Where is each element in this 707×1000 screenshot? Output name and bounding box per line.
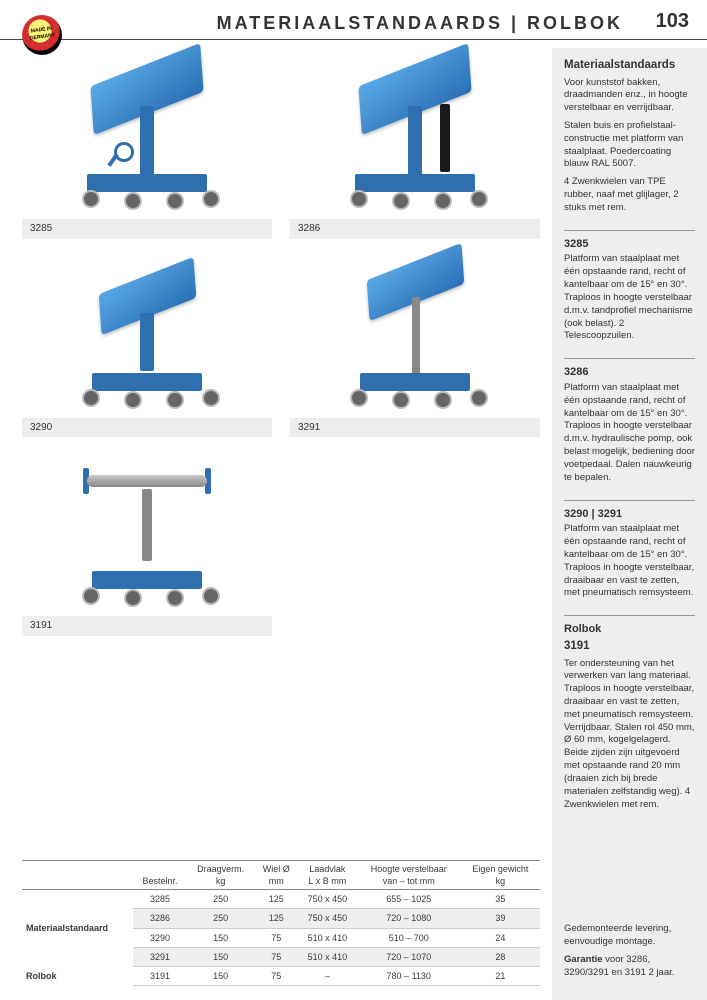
table-header-row: Bestelnr. Draagverm.kg Wiel Ømm Laadvlak… — [22, 861, 540, 890]
sb-heading: 3191 — [564, 639, 695, 655]
col-draagverm: Draagverm.kg — [187, 861, 255, 890]
cell: 750 x 450 — [298, 890, 357, 909]
product-3290: 3290 — [22, 247, 272, 438]
product-3286: 3286 — [290, 48, 540, 239]
sb-3285: 3285 Platform van staalplaat met één ops… — [564, 230, 695, 349]
col-group — [22, 861, 133, 890]
cell: 39 — [461, 909, 540, 928]
page-number: 103 — [641, 8, 689, 35]
sb-text: Platform van staalplaat met één opstaand… — [564, 523, 695, 600]
col-wiel: Wiel Ømm — [255, 861, 298, 890]
product-image-3191 — [22, 445, 272, 615]
sidebar: Materiaalstandaards Voor kunststof bakke… — [552, 48, 707, 1000]
sb-warranty: Garantie voor 3286, 3290/3291 en 3191 2 … — [564, 954, 695, 980]
page-title: MATERIAALSTANDAARDS | ROLBOK — [62, 11, 641, 35]
cell: 75 — [255, 928, 298, 947]
sb-rolbok: Rolbok 3191 Ter ondersteuning van het ve… — [564, 615, 695, 816]
spec-table-wrap: Bestelnr. Draagverm.kg Wiel Ømm Laadvlak… — [22, 852, 540, 1000]
cell: 3290 — [133, 928, 186, 947]
group-label: Materiaalstandaard — [22, 890, 133, 967]
cell: 510 – 700 — [357, 928, 461, 947]
cell: 150 — [187, 947, 255, 966]
product-image-3286 — [290, 48, 540, 218]
cell: 780 – 1130 — [357, 966, 461, 985]
sb-intro: Materiaalstandaards Voor kunststof bakke… — [564, 58, 695, 220]
group-label: Rolbok — [22, 966, 133, 985]
cell: 150 — [187, 966, 255, 985]
product-caption: 3191 — [22, 615, 272, 636]
product-caption: 3290 — [22, 417, 272, 438]
sb-text: Voor kunststof bakken, draadmanden enz.,… — [564, 77, 695, 115]
sb-heading: Rolbok — [564, 615, 695, 637]
table-row: Materiaalstandaard 3285 250 125 750 x 45… — [22, 890, 540, 909]
cell: 28 — [461, 947, 540, 966]
product-3291: 3291 — [290, 247, 540, 438]
product-image-3285 — [22, 48, 272, 218]
sb-delivery: Gedemonteerde levering, eenvoudige monta… — [564, 923, 695, 949]
cell: 75 — [255, 947, 298, 966]
product-caption: 3291 — [290, 417, 540, 438]
product-caption: 3285 — [22, 218, 272, 239]
made-in-germany-badge: MADE IN GERMANY — [22, 15, 62, 55]
sb-intro-title: Materiaalstandaards — [564, 58, 695, 74]
cell: 21 — [461, 966, 540, 985]
cell: 125 — [255, 890, 298, 909]
cell: 3291 — [133, 947, 186, 966]
cell: 3285 — [133, 890, 186, 909]
product-3285: 3285 — [22, 48, 272, 239]
col-bestelnr: Bestelnr. — [133, 861, 186, 890]
cell: 75 — [255, 966, 298, 985]
col-gewicht: Eigen gewichtkg — [461, 861, 540, 890]
sb-heading: 3286 — [564, 358, 695, 380]
spec-table: Bestelnr. Draagverm.kg Wiel Ømm Laadvlak… — [22, 860, 540, 986]
cell: 720 – 1080 — [357, 909, 461, 928]
sb-text: 4 Zwenkwielen van TPE rubber, naaf met g… — [564, 176, 695, 214]
cell: 125 — [255, 909, 298, 928]
cell: 720 – 1070 — [357, 947, 461, 966]
sb-footer: Gedemonteerde levering, eenvoudige monta… — [564, 923, 695, 986]
cell: 510 x 410 — [298, 947, 357, 966]
cell: 750 x 450 — [298, 909, 357, 928]
cell: 3191 — [133, 966, 186, 985]
sb-3286: 3286 Platform van staalplaat met één ops… — [564, 358, 695, 489]
sb-text: Platform van staalplaat met één opstaand… — [564, 253, 695, 343]
cell: 24 — [461, 928, 540, 947]
sb-heading: 3285 — [564, 230, 695, 252]
cell: 3286 — [133, 909, 186, 928]
table-row: Rolbok 3191 150 75 – 780 – 1130 21 — [22, 966, 540, 985]
product-image-3291 — [290, 247, 540, 417]
sb-3290-3291: 3290 | 3291 Platform van staalplaat met … — [564, 500, 695, 606]
cell: 250 — [187, 890, 255, 909]
sb-text: Ter ondersteuning van het verwerken van … — [564, 658, 695, 812]
cell: 35 — [461, 890, 540, 909]
col-laadvlak: LaadvlakL x B mm — [298, 861, 357, 890]
cell: 250 — [187, 909, 255, 928]
sb-heading: 3290 | 3291 — [564, 500, 695, 522]
cell: 150 — [187, 928, 255, 947]
product-3191: 3191 — [22, 445, 272, 636]
product-caption: 3286 — [290, 218, 540, 239]
page-header: MADE IN GERMANY MATERIAALSTANDAARDS | RO… — [0, 0, 707, 40]
sb-text: Stalen buis en profielstaal-constructie … — [564, 120, 695, 171]
sb-text: Platform van staalplaat met één opstaand… — [564, 382, 695, 485]
cell: – — [298, 966, 357, 985]
badge-text: MADE IN GERMANY — [21, 24, 62, 43]
main-column: 3285 3286 — [0, 48, 552, 1000]
product-grid: 3285 3286 — [22, 48, 540, 636]
product-image-3290 — [22, 247, 272, 417]
cell: 655 – 1025 — [357, 890, 461, 909]
cell: 510 x 410 — [298, 928, 357, 947]
col-hoogte: Hoogte verstelbaarvan – tot mm — [357, 861, 461, 890]
